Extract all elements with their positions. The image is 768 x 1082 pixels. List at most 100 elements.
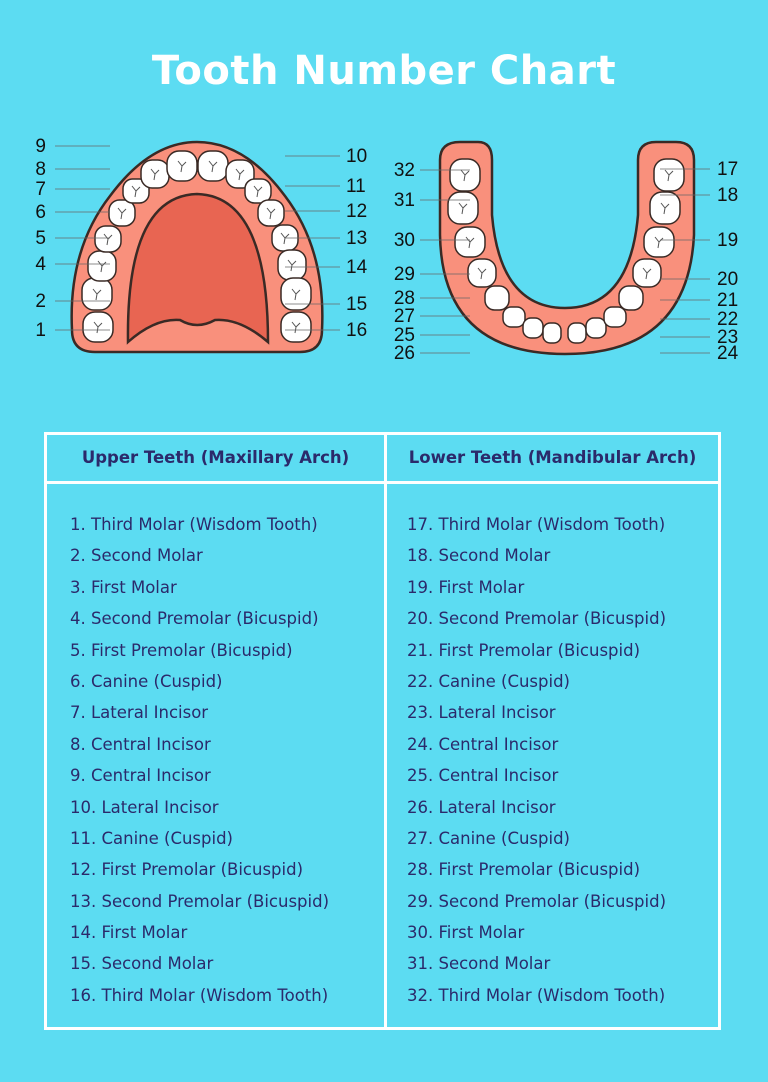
list-item: 3. First Molar (70, 577, 177, 597)
tooth-groove (291, 288, 301, 301)
list-item: 26. Lateral Incisor (407, 797, 556, 817)
list-item: 21. First Premolar (Bicuspid) (407, 640, 641, 660)
list-item: 17. Third Molar (Wisdom Tooth) (407, 515, 666, 534)
tooth-number-label: 15 (346, 294, 367, 315)
tooth-number-label: 19 (717, 230, 738, 251)
tooth-number-label: 32 (394, 160, 415, 181)
list-item: 32. Third Molar (Wisdom Tooth) (407, 985, 666, 1005)
list-item: 6. Canine (Cuspid) (70, 671, 223, 691)
tooth-groove (460, 169, 470, 182)
tooth-groove (177, 160, 187, 173)
tooth-number-label: 12 (346, 201, 367, 222)
list-item: 11. Canine (Cuspid) (70, 828, 233, 848)
tooth (502, 306, 526, 328)
tooth-number-label: 7 (35, 179, 46, 200)
tooth-number-label: 25 (394, 325, 415, 346)
tooth-groove (253, 185, 263, 198)
list-item: 7. Lateral Incisor (70, 703, 209, 723)
list-item: 25. Central Incisor (407, 766, 559, 786)
tooth-number-label: 1 (35, 320, 46, 341)
tooth-number-label: 20 (717, 269, 738, 290)
tooth-number-label: 6 (35, 202, 46, 223)
tooth (542, 322, 562, 344)
tooth-number-label: 24 (717, 343, 739, 364)
list-item: 1. Third Molar (Wisdom Tooth) (70, 515, 318, 534)
list-item: 20. Second Premolar (Bicuspid) (407, 609, 667, 629)
header-upper-teeth: Upper Teeth (Maxillary Arch) (81, 448, 350, 467)
tooth-groove (477, 267, 487, 280)
list-item: 22. Canine (Cuspid) (407, 671, 570, 691)
tooth-groove (117, 207, 127, 220)
list-item: 10. Lateral Incisor (70, 797, 219, 817)
column-divider (384, 435, 387, 1027)
tooth-groove (92, 288, 102, 301)
tooth-number-label: 22 (717, 309, 738, 330)
list-item: 28. First Premolar (Bicuspid) (407, 860, 641, 880)
tooth-groove (266, 207, 276, 220)
tooth-groove (287, 259, 297, 272)
tooth-number-label: 11 (346, 176, 366, 197)
list-item: 27. Canine (Cuspid) (407, 828, 570, 848)
list-item: 4. Second Premolar (Bicuspid) (70, 609, 319, 629)
header-lower-teeth: Lower Teeth (Mandibular Arch) (408, 448, 697, 467)
list-item: 5. First Premolar (Bicuspid) (70, 640, 293, 660)
tooth-number-label: 16 (346, 320, 367, 341)
list-item: 18. Second Molar (407, 546, 551, 566)
tooth-number-label: 8 (35, 159, 46, 180)
tooth-groove (131, 185, 141, 198)
list-item: 14. First Molar (70, 923, 188, 943)
list-item: 12. First Premolar (Bicuspid) (70, 860, 304, 880)
tooth-diagram: 9876542110111213141516323130292827252617… (35, 136, 739, 364)
tooth-number-label: 23 (717, 327, 738, 348)
tooth (484, 285, 510, 311)
list-item: 16. Third Molar (Wisdom Tooth) (70, 985, 329, 1005)
list-item: 2. Second Molar (70, 546, 203, 566)
tooth-number-label: 18 (717, 185, 738, 206)
tooth-number-label: 9 (35, 136, 46, 157)
header-divider (47, 481, 718, 484)
list-item: 24. Central Incisor (407, 734, 559, 754)
tooth-number-label: 29 (394, 264, 415, 285)
tooth-number-label: 10 (346, 146, 367, 167)
tooth-number-label: 28 (394, 288, 415, 309)
tooth-number-label: 4 (35, 254, 46, 275)
list-item: 29. Second Premolar (Bicuspid) (407, 891, 667, 911)
tooth-number-label: 2 (35, 291, 46, 312)
tooth-groove (103, 233, 113, 246)
tooth (522, 317, 544, 339)
tooth-number-label: 21 (717, 290, 738, 311)
list-item: 30. First Molar (407, 923, 525, 943)
list-item: 31. Second Molar (407, 954, 551, 974)
list-item: 9. Central Incisor (70, 766, 211, 786)
tooth-number-label: 14 (346, 257, 368, 278)
tooth (585, 317, 607, 339)
tooth-number-label: 26 (394, 343, 415, 364)
list-item: 19. First Molar (407, 577, 525, 597)
palate (126, 192, 270, 345)
tooth-groove (208, 160, 218, 173)
tooth-number-label: 27 (394, 306, 415, 327)
tooth-groove (660, 202, 670, 215)
tooth-groove (465, 236, 475, 249)
tooth-groove (642, 267, 652, 280)
tooth (603, 306, 627, 328)
lower-teeth-list: 17. Third Molar (Wisdom Tooth) 18. Second… (407, 509, 666, 1011)
tooth-number-label: 5 (35, 228, 46, 249)
tooth-number-label: 17 (717, 159, 738, 180)
tooth (618, 285, 644, 311)
tooth-groove (664, 169, 674, 182)
tooth-number-label: 13 (346, 228, 367, 249)
tooth-groove (97, 260, 107, 273)
tooth-number-label: 30 (394, 230, 415, 251)
tooth (567, 322, 587, 344)
list-item: 15. Second Molar (70, 954, 214, 974)
tooth-number-table: Upper Teeth (Maxillary Arch) Lower Teeth… (44, 432, 721, 1030)
list-item: 13. Second Premolar (Bicuspid) (70, 891, 330, 911)
tooth-number-label: 31 (394, 190, 415, 211)
tooth-groove (654, 236, 664, 249)
tooth-groove (458, 202, 468, 215)
list-item: 23. Lateral Incisor (407, 703, 556, 723)
page-title: Tooth Number Chart (151, 48, 617, 94)
tooth-groove (150, 168, 160, 181)
tooth-groove (235, 168, 245, 181)
